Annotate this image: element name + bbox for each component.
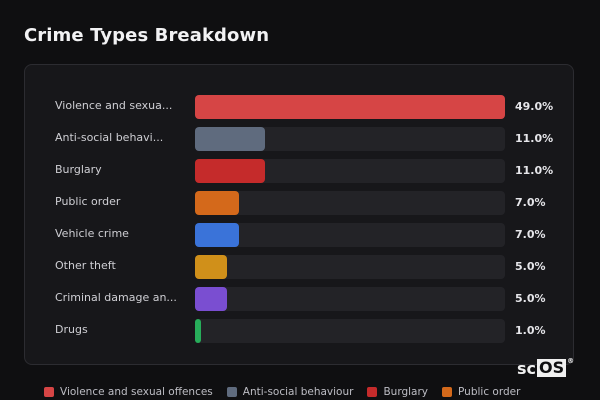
bar-label: Anti-social behavi... bbox=[55, 131, 164, 144]
bar-row: Anti-social behavi... 11.0% bbox=[55, 127, 565, 151]
bar-value-label: 7.0% bbox=[515, 196, 546, 209]
bar bbox=[195, 127, 265, 151]
bar-track bbox=[195, 287, 505, 311]
bar-track bbox=[195, 159, 505, 183]
chart-legend: Violence and sexual offences Anti-social … bbox=[44, 386, 520, 398]
bar-value-label: 11.0% bbox=[515, 164, 554, 177]
bar-track bbox=[195, 255, 505, 279]
legend-item: Violence and sexual offences bbox=[44, 386, 213, 398]
bar-value-label: 1.0% bbox=[515, 324, 546, 337]
bar-label: Burglary bbox=[55, 163, 102, 176]
bar-row: Vehicle crime 7.0% bbox=[55, 223, 565, 247]
bar bbox=[195, 319, 202, 343]
legend-item: Public order bbox=[442, 386, 520, 398]
legend-swatch bbox=[44, 387, 54, 397]
bar-label: Other theft bbox=[55, 259, 116, 272]
bar-track bbox=[195, 191, 505, 215]
legend-swatch bbox=[442, 387, 453, 397]
legend-item: Burglary bbox=[367, 386, 428, 398]
logo-registered-mark: ® bbox=[567, 357, 575, 365]
bar-row: Other theft 5.0% bbox=[55, 255, 565, 279]
bar-track bbox=[195, 127, 505, 151]
bar-label: Violence and sexua... bbox=[55, 99, 173, 112]
logo-text-boxed: OS bbox=[537, 358, 567, 377]
chart-card: Violence and sexua... 49.0% Anti-social be… bbox=[24, 64, 574, 365]
bar bbox=[195, 287, 227, 311]
legend-label: Violence and sexual offences bbox=[60, 386, 213, 398]
legend-swatch bbox=[226, 387, 237, 397]
bar-row: Violence and sexua... 49.0% bbox=[55, 95, 565, 119]
bar bbox=[195, 255, 227, 279]
page-title: Crime Types Breakdown bbox=[24, 25, 270, 46]
bar bbox=[195, 95, 505, 119]
bar-row: Public order 7.0% bbox=[55, 191, 565, 215]
bar-track bbox=[195, 95, 505, 119]
bar-row: Burglary 11.0% bbox=[55, 159, 565, 183]
legend-label: Public order bbox=[458, 386, 521, 398]
bar-label: Drugs bbox=[55, 323, 88, 336]
logo-text-plain: sc bbox=[517, 359, 537, 378]
legend-label: Anti-social behaviour bbox=[242, 386, 354, 398]
bar-label: Vehicle crime bbox=[55, 227, 129, 240]
legend-swatch bbox=[367, 387, 378, 397]
legend-item: Anti-social behaviour bbox=[226, 386, 354, 398]
bar-value-label: 49.0% bbox=[515, 100, 554, 113]
bar-track bbox=[195, 319, 505, 343]
bar-value-label: 7.0% bbox=[515, 228, 546, 241]
bar-row: Criminal damage an... 5.0% bbox=[55, 287, 565, 311]
bar-label: Public order bbox=[55, 195, 121, 208]
bar bbox=[195, 223, 240, 247]
bar-value-label: 11.0% bbox=[515, 132, 554, 145]
bar-row: Drugs 1.0% bbox=[55, 319, 565, 343]
logo: sc OS ® bbox=[517, 357, 575, 378]
bar-value-label: 5.0% bbox=[515, 260, 546, 273]
bar-track bbox=[195, 223, 505, 247]
bar bbox=[195, 191, 240, 215]
bar-value-label: 5.0% bbox=[515, 292, 546, 305]
bar-label: Criminal damage an... bbox=[55, 291, 177, 304]
bar bbox=[195, 159, 265, 183]
legend-label: Burglary bbox=[383, 386, 429, 398]
